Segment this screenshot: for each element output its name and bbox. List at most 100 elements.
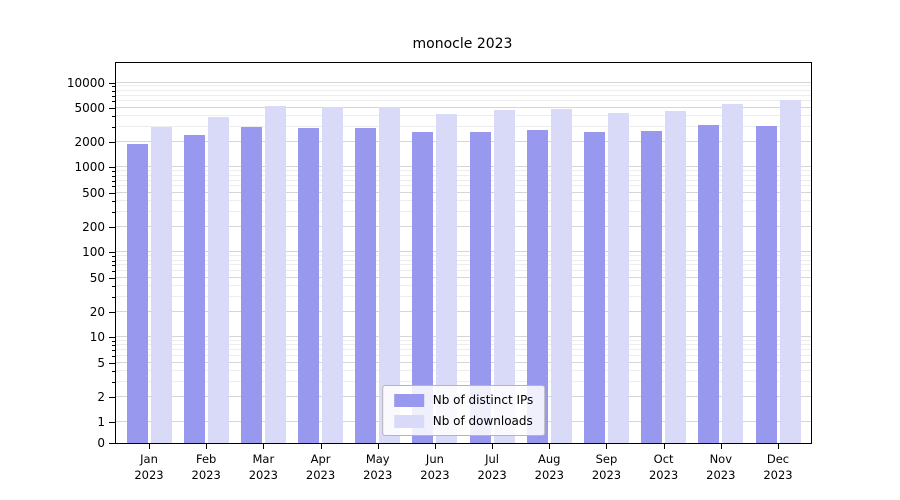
y-minor-tick-mark [112, 356, 115, 358]
legend-item-downloads: Nb of downloads [393, 414, 534, 428]
y-tick-mark [109, 422, 115, 424]
y-minor-tick-mark [112, 180, 115, 182]
legend-swatch-downloads [393, 414, 424, 428]
bar-distinct-ips-may [355, 127, 377, 443]
y-minor-tick-mark [112, 90, 115, 92]
gridline-major [116, 107, 811, 109]
y-tick-label: 500 [82, 185, 105, 200]
bar-downloads-jan [150, 126, 172, 443]
gridline-major [116, 192, 811, 193]
y-tick-label: 5 [97, 355, 105, 370]
y-tick-mark [109, 108, 115, 110]
bar-downloads-apr [322, 106, 344, 443]
gridline-major [116, 81, 811, 83]
bar-distinct-ips-oct [641, 130, 663, 443]
bar-distinct-ips-feb [183, 135, 205, 443]
y-tick-label: 2000 [74, 134, 105, 149]
y-minor-tick-mark [112, 211, 115, 213]
y-minor-tick-mark [112, 271, 115, 273]
x-tick-mark [549, 444, 551, 449]
gridline-minor [116, 264, 811, 266]
gridline-minor [116, 255, 811, 257]
bar-distinct-ips-mar [240, 126, 262, 443]
y-minor-tick-mark [112, 175, 115, 177]
y-minor-tick-mark [112, 201, 115, 203]
gridline-minor [116, 170, 811, 172]
y-minor-tick-mark [112, 341, 115, 343]
y-tick-mark [109, 337, 115, 339]
bar-downloads-oct [665, 111, 687, 443]
gridline-minor [116, 285, 811, 287]
y-minor-tick-mark [112, 265, 115, 267]
x-tick-label-may: May 2023 [363, 452, 393, 482]
x-tick-label-sep: Sep 2023 [591, 452, 622, 482]
y-minor-tick-mark [112, 370, 115, 372]
y-minor-tick-mark [112, 256, 115, 258]
gridline-minor [116, 340, 811, 342]
y-tick-label: 10 [89, 330, 105, 345]
gridline-minor [116, 179, 811, 181]
x-tick-mark [720, 444, 722, 449]
y-minor-tick-mark [112, 186, 115, 188]
gridline-major [116, 251, 811, 253]
bar-distinct-ips-dec [755, 125, 777, 443]
gridline-major [116, 276, 811, 278]
x-tick-label-oct: Oct 2023 [648, 452, 679, 482]
gridline-minor [116, 125, 811, 127]
bar-downloads-feb [207, 117, 229, 443]
y-tick-mark [109, 192, 115, 194]
bar-distinct-ips-apr [298, 127, 320, 443]
x-tick-label-dec: Dec 2023 [763, 452, 793, 482]
x-tick-label-jan: Jan 2023 [134, 452, 164, 482]
y-tick-mark [109, 277, 115, 279]
bar-downloads-nov [722, 103, 744, 443]
x-tick-mark [778, 444, 779, 449]
legend-swatch-distinct-ips [393, 393, 424, 407]
y-tick-label: 1000 [74, 160, 105, 175]
x-tick-mark [434, 444, 436, 449]
legend-item-distinct-ips: Nb of distinct IPs [393, 393, 534, 407]
y-tick-mark [109, 311, 115, 313]
gridline-major [116, 140, 811, 142]
gridline-minor [116, 94, 811, 96]
chart-title: monocle 2023 [412, 36, 513, 52]
bar-distinct-ips-sep [583, 131, 605, 443]
y-tick-mark [109, 167, 115, 169]
gridline-major [116, 166, 811, 168]
gridline-minor [116, 370, 811, 371]
gridline-minor [116, 100, 811, 102]
y-tick-mark [109, 443, 115, 444]
y-tick-label: 1 [97, 415, 105, 430]
y-minor-tick-mark [112, 95, 115, 97]
y-minor-tick-mark [112, 126, 115, 128]
y-minor-tick-mark [112, 350, 115, 352]
bar-downloads-sep [607, 112, 629, 443]
gridline-major [116, 310, 811, 312]
y-tick-label: 2 [97, 389, 105, 404]
gridline-minor [116, 355, 811, 357]
bar-downloads-jun [436, 113, 458, 443]
x-tick-mark [149, 444, 150, 449]
y-tick-label: 200 [82, 219, 105, 234]
gridline-minor [116, 259, 811, 261]
x-tick-label-mar: Mar 2023 [248, 452, 278, 482]
gridline-minor [116, 344, 811, 346]
x-tick-label-nov: Nov 2023 [706, 452, 736, 482]
y-minor-tick-mark [112, 345, 115, 347]
gridline-minor [116, 295, 811, 297]
gridline-minor [116, 270, 811, 272]
x-tick-mark [377, 444, 379, 449]
y-tick-mark [109, 362, 115, 364]
bar-downloads-dec [779, 99, 801, 443]
gridline-minor [116, 174, 811, 176]
plot-area: Nb of distinct IPs Nb of downloads [115, 62, 812, 444]
gridline-minor [116, 200, 811, 202]
legend-label-downloads: Nb of downloads [432, 414, 533, 428]
x-tick-mark [606, 444, 608, 449]
bar-downloads-jul [493, 110, 515, 443]
bar-downloads-may [379, 106, 401, 443]
y-minor-tick-mark [112, 296, 115, 298]
legend-label-distinct-ips: Nb of distinct IPs [432, 393, 534, 407]
bar-distinct-ips-aug [526, 130, 548, 443]
